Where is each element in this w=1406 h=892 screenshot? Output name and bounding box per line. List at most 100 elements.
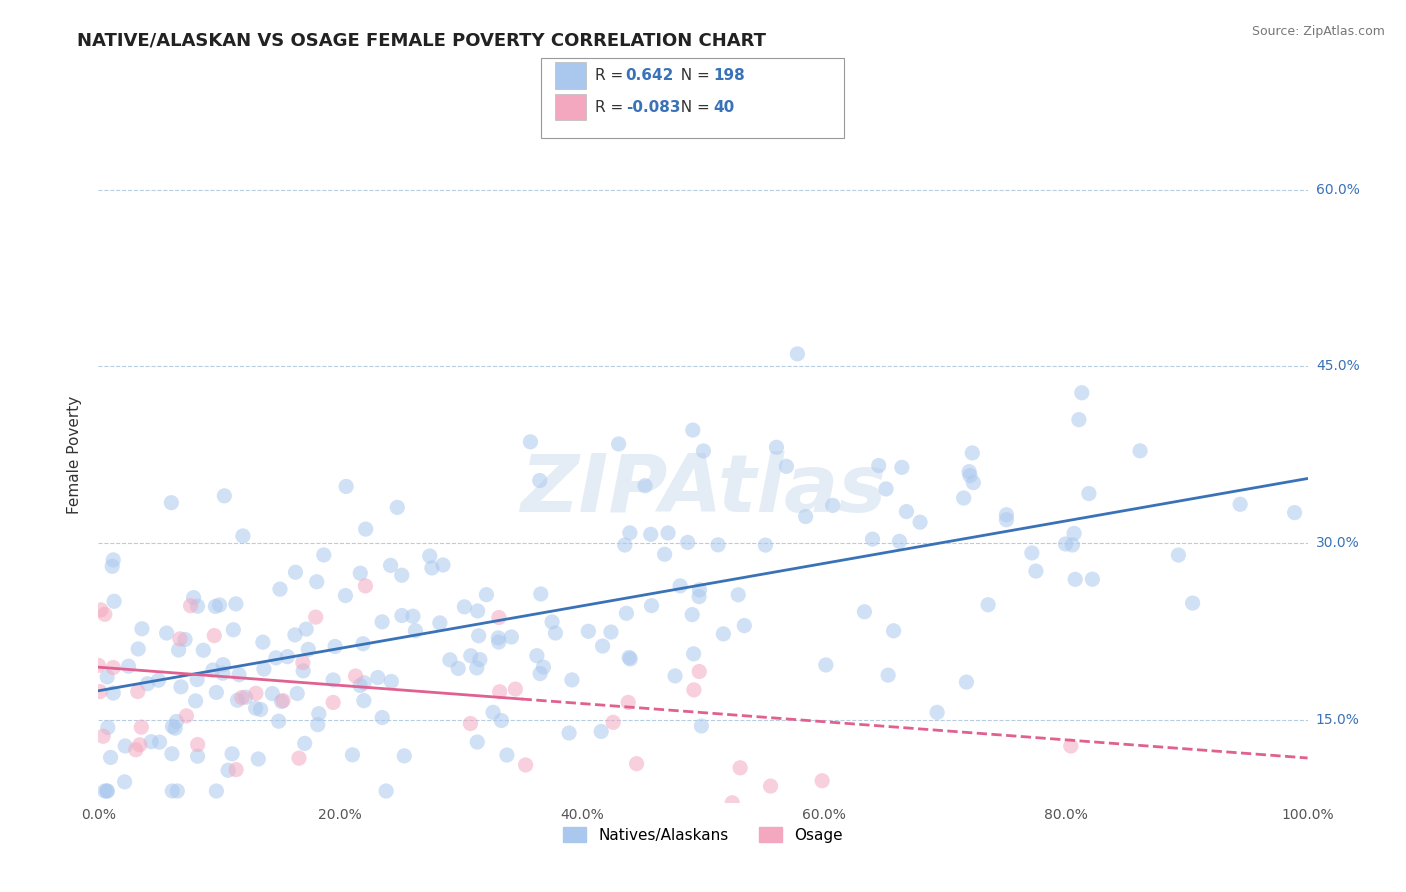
Point <box>262 687 284 701</box>
Point <box>664 669 686 683</box>
Point <box>862 532 884 546</box>
Point <box>1063 526 1085 541</box>
Point <box>87 658 110 673</box>
Point <box>429 615 451 630</box>
Point <box>682 423 704 437</box>
Point <box>439 653 461 667</box>
Point <box>156 626 179 640</box>
Point <box>94 607 117 622</box>
Point <box>205 784 228 798</box>
Point <box>353 675 375 690</box>
Point <box>404 624 426 638</box>
Point <box>1021 546 1043 560</box>
Point <box>1167 548 1189 562</box>
Point <box>294 736 316 750</box>
Point <box>285 686 308 700</box>
Point <box>103 553 125 567</box>
Point <box>349 566 371 581</box>
Point <box>308 706 330 721</box>
Point <box>174 632 197 647</box>
Point <box>322 695 344 709</box>
Text: NATIVE/ALASKAN VS OSAGE FEMALE POVERTY CORRELATION CHART: NATIVE/ALASKAN VS OSAGE FEMALE POVERTY C… <box>77 31 766 49</box>
Point <box>634 479 657 493</box>
Point <box>561 673 583 687</box>
Point <box>955 675 977 690</box>
Point <box>245 686 267 700</box>
Point <box>529 666 551 681</box>
Point <box>467 604 489 618</box>
Point <box>488 684 510 698</box>
Point <box>297 642 319 657</box>
Point <box>352 637 374 651</box>
Point <box>91 729 114 743</box>
Point <box>128 738 150 752</box>
Point <box>305 574 328 589</box>
Point <box>312 548 335 562</box>
Point <box>225 763 247 777</box>
Point <box>617 650 640 665</box>
Point <box>530 587 553 601</box>
Point <box>228 667 250 681</box>
Point <box>640 599 662 613</box>
Point <box>420 561 443 575</box>
Point <box>235 690 257 705</box>
Point <box>169 632 191 646</box>
Point <box>335 479 357 493</box>
Point <box>183 591 205 605</box>
Point <box>465 661 488 675</box>
Point <box>619 652 641 666</box>
Point <box>394 748 416 763</box>
Point <box>367 671 389 685</box>
Point <box>267 714 290 729</box>
Point <box>488 610 510 624</box>
Point <box>211 666 233 681</box>
Point <box>94 784 117 798</box>
Point <box>307 717 329 731</box>
Point <box>853 605 876 619</box>
Point <box>688 665 710 679</box>
Point <box>1284 506 1306 520</box>
Point <box>100 750 122 764</box>
Point <box>371 615 394 629</box>
Point <box>186 599 208 614</box>
Point <box>995 508 1018 522</box>
Point <box>419 549 441 563</box>
Point <box>591 724 613 739</box>
Point <box>690 719 713 733</box>
Point <box>162 719 184 733</box>
Point <box>344 669 367 683</box>
Point <box>125 743 148 757</box>
Point <box>284 628 307 642</box>
Point <box>127 684 149 698</box>
Point <box>576 624 599 639</box>
Point <box>101 559 124 574</box>
Point <box>1060 739 1083 753</box>
Point <box>217 764 239 778</box>
Point <box>117 659 139 673</box>
Point <box>883 624 905 638</box>
Point <box>160 747 183 761</box>
Point <box>616 607 638 621</box>
Point <box>354 522 377 536</box>
Text: R =: R = <box>595 100 628 114</box>
Point <box>176 709 198 723</box>
Text: N =: N = <box>671 100 714 114</box>
Point <box>626 756 648 771</box>
Point <box>1064 572 1087 586</box>
Point <box>977 598 1000 612</box>
Point <box>221 747 243 761</box>
Point <box>496 747 519 762</box>
Point <box>323 640 346 654</box>
Point <box>184 694 207 708</box>
Point <box>114 739 136 753</box>
Text: N =: N = <box>671 69 714 83</box>
Text: 60.0%: 60.0% <box>1316 183 1360 196</box>
Point <box>1025 564 1047 578</box>
Point <box>89 684 111 698</box>
Point <box>592 639 614 653</box>
Text: 15.0%: 15.0% <box>1316 714 1360 727</box>
Point <box>759 779 782 793</box>
Point <box>657 526 679 541</box>
Point <box>908 515 931 529</box>
Point <box>877 668 900 682</box>
